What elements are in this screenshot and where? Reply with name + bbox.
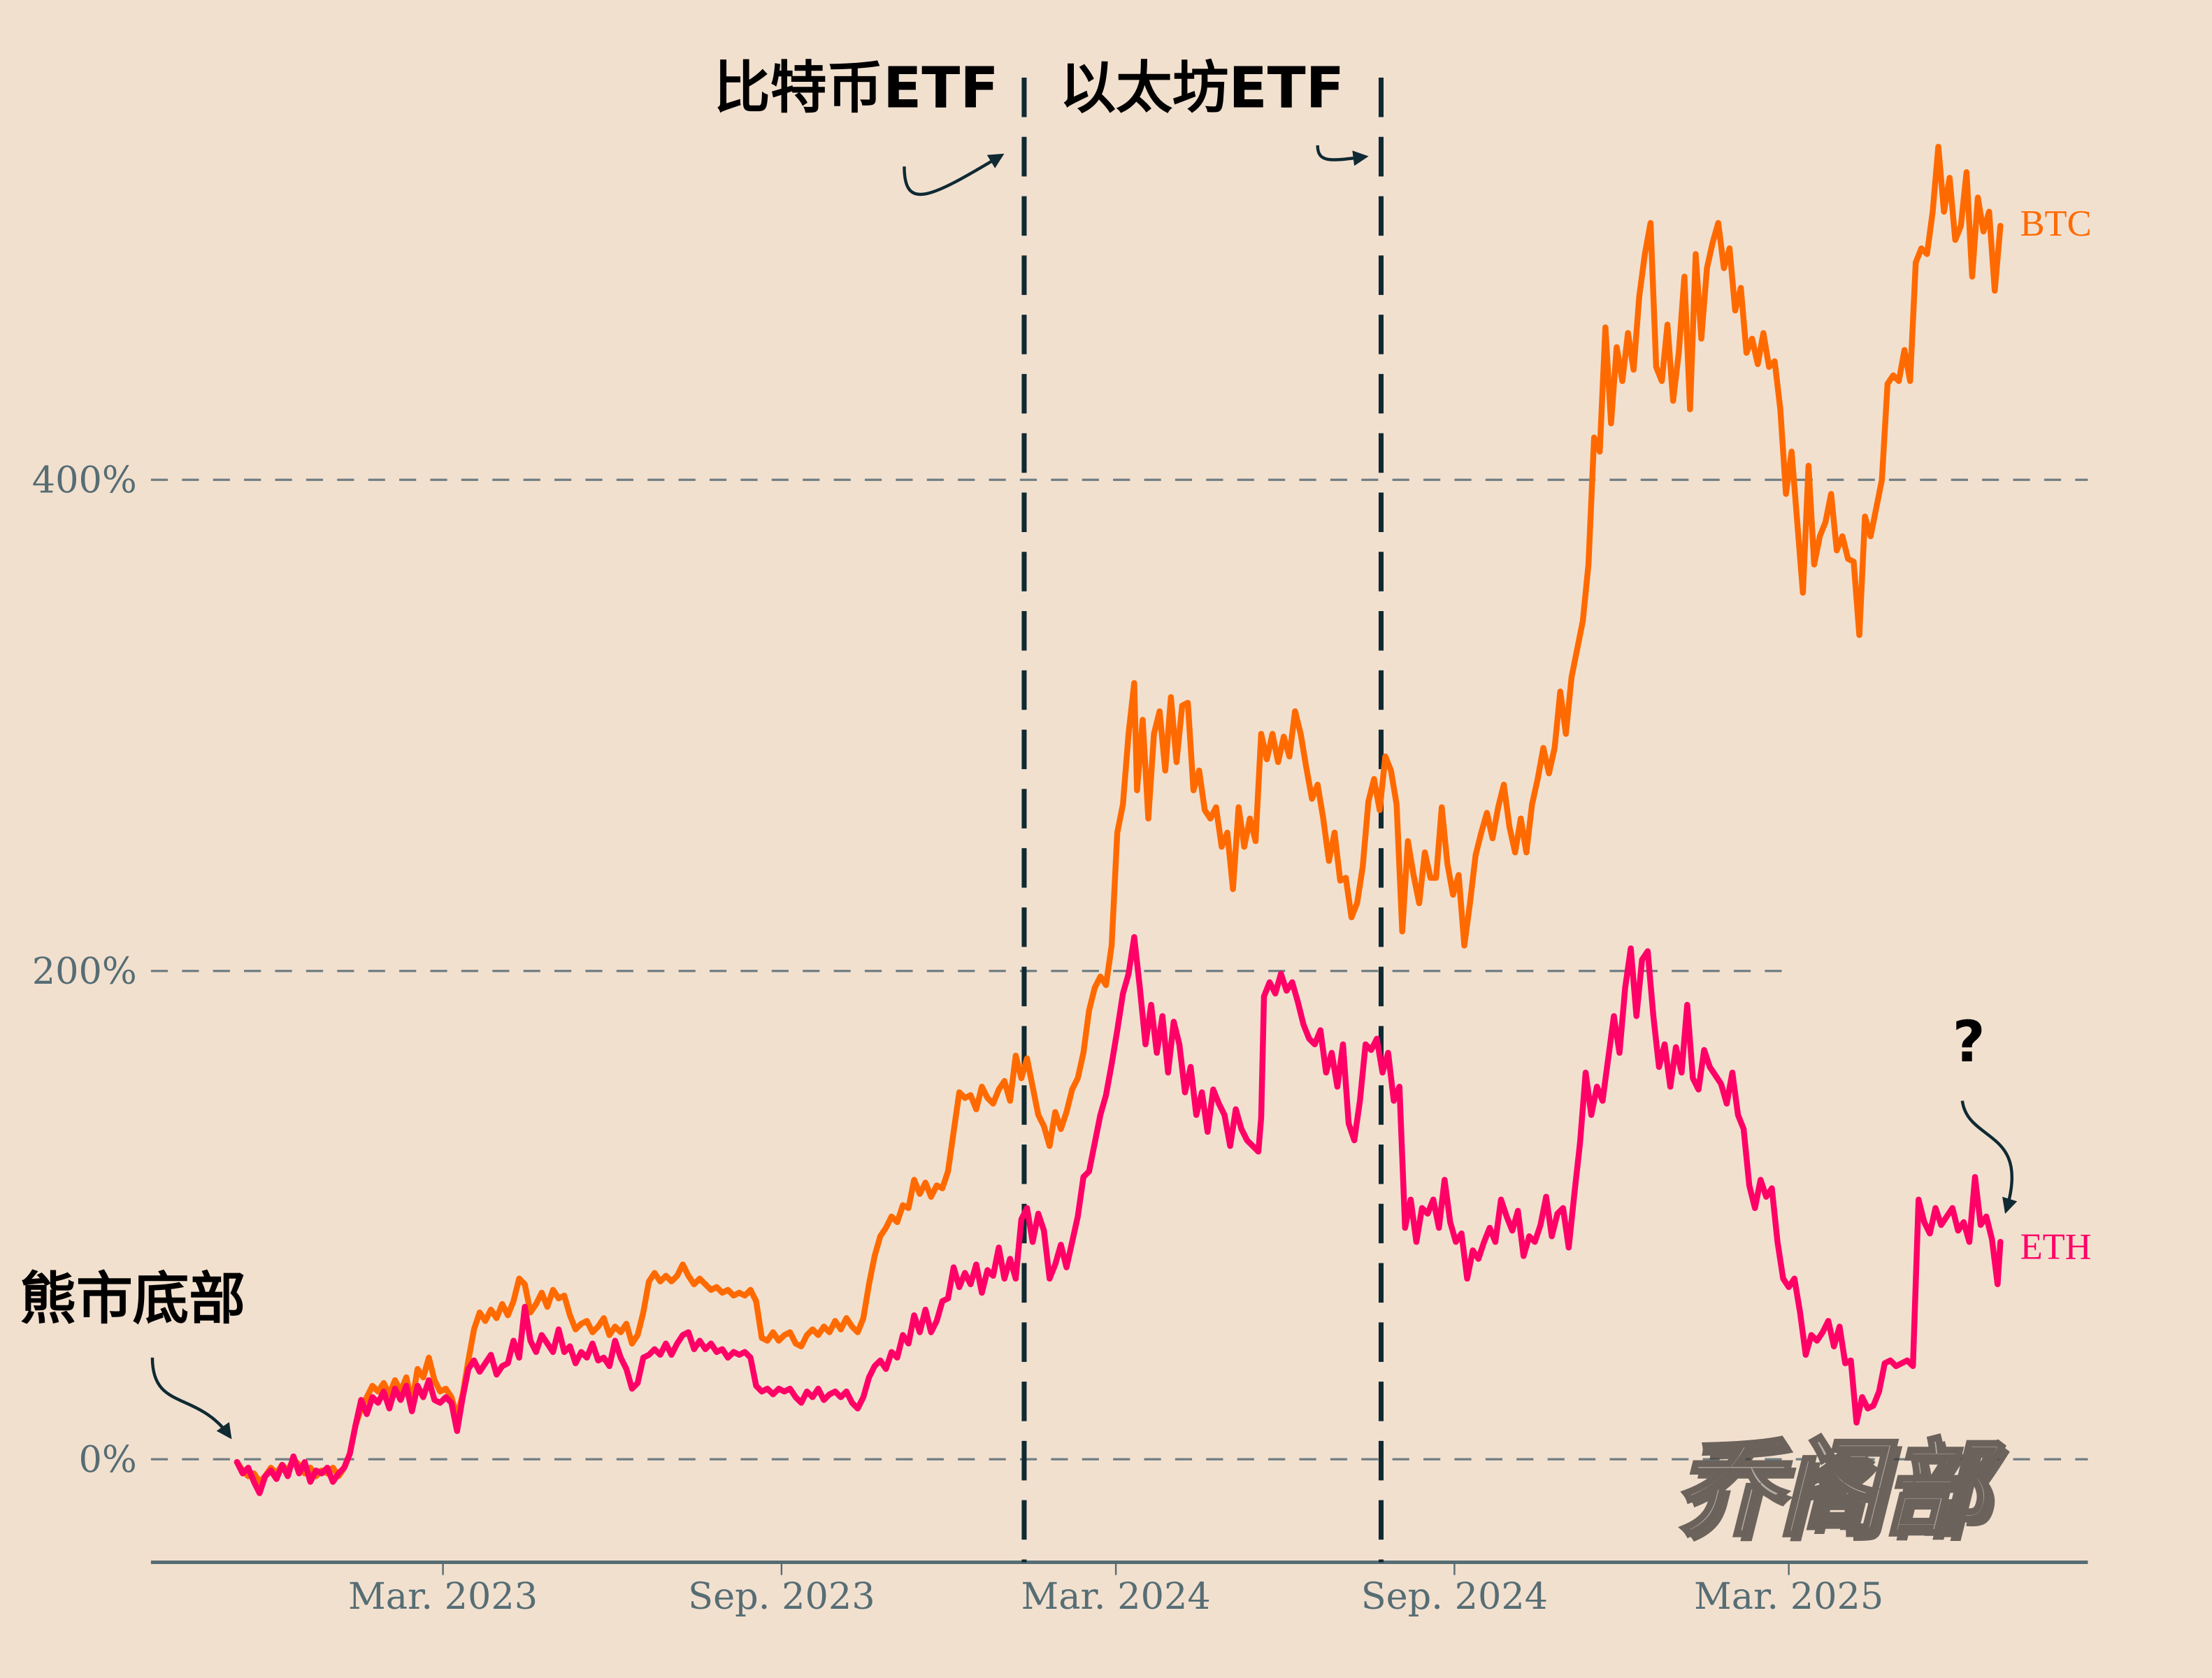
x-tick-label-sep-2023: Sep. 2023 — [688, 1575, 875, 1618]
gridlines — [150, 478, 2088, 1461]
btc-series-label: BTC — [2020, 203, 2092, 244]
eth-etf-arrow-icon — [1316, 145, 1369, 166]
x-tick-label-sep-2024: Sep. 2024 — [1361, 1575, 1548, 1618]
bear-market-bottom-label: 熊市底部 — [20, 1266, 245, 1332]
watermark-shadow: 乔阁部 — [1680, 1435, 2010, 1556]
bear-bottom-arrow-icon — [150, 1357, 232, 1440]
btc-etf-arrow-icon — [903, 153, 1005, 196]
watermark-text: 乔阁部 — [1674, 1429, 2004, 1551]
x-tick-label-mar-2024: Mar. 2024 — [1021, 1575, 1211, 1618]
y-tick-label-400: 400% — [32, 459, 137, 501]
question-mark-label: ? — [1953, 1010, 1985, 1075]
watermark: 乔阁部 乔阁部 — [1673, 1427, 2010, 1556]
x-ticks — [442, 1562, 1790, 1575]
eth-series-label: ETH — [2020, 1226, 2092, 1267]
y-tick-label-200: 200% — [32, 950, 137, 993]
y-tick-label-0: 0% — [78, 1438, 136, 1481]
btc-etf-label: 比特币ETF — [714, 55, 998, 121]
x-tick-label-mar-2023: Mar. 2023 — [348, 1575, 538, 1618]
question-arrow-icon — [1960, 1100, 2018, 1214]
x-tick-label-mar-2025: Mar. 2025 — [1694, 1575, 1883, 1618]
btc-line — [234, 143, 2004, 1485]
eth-etf-label: 以太坊ETF — [1059, 55, 1344, 121]
eth-line — [234, 934, 2004, 1496]
